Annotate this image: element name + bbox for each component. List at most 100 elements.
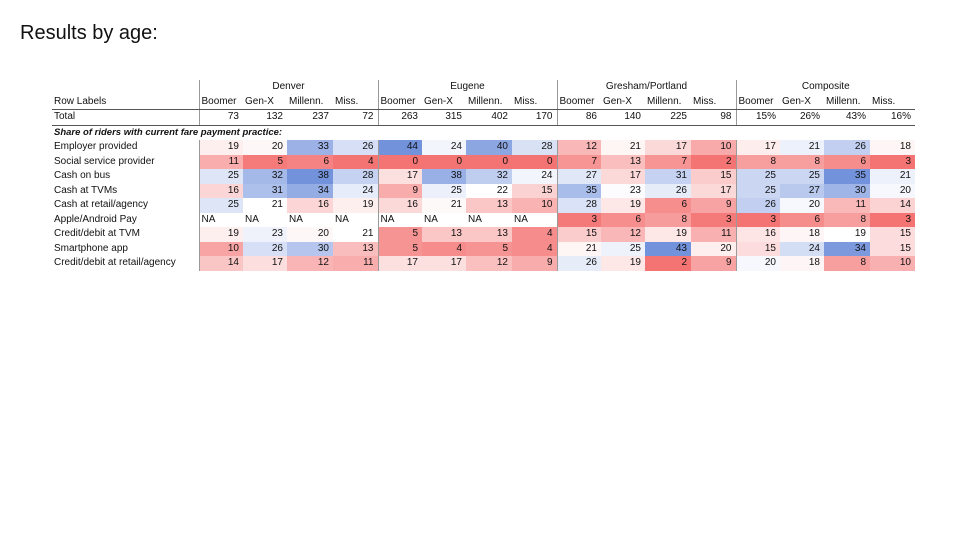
table-cell: 31 <box>645 169 691 184</box>
table-cell: 26 <box>333 140 378 155</box>
table-cell: 2 <box>691 154 736 169</box>
table-cell: 12 <box>466 256 512 271</box>
table-cell: 15 <box>512 183 557 198</box>
table-cell: 3 <box>870 212 915 227</box>
table-cell: 13 <box>333 241 378 256</box>
column-header: Miss. <box>333 94 378 110</box>
column-header: Gen-X <box>422 94 466 110</box>
table-cell: 19 <box>333 198 378 213</box>
table-row: Credit/debit at TVM 19 23 20 21 5 13 13 4 15 12 19 1… <box>52 227 915 242</box>
table-cell: 25 <box>735 169 780 184</box>
table-cell: 26 <box>243 241 287 256</box>
table-cell: 9 <box>691 256 736 271</box>
table-cell: 27 <box>556 169 601 184</box>
table-cell: 3 <box>870 154 915 169</box>
table-cell: 19 <box>645 227 691 242</box>
table-row: Social service provider 11 5 6 4 0 0 0 0 7 13 7 2 8 8 6… <box>52 154 915 169</box>
results-table: Denver Eugene Gresham/Portland Composite Row… <box>52 80 915 271</box>
table-cell: 17 <box>601 169 645 184</box>
column-header: Boomer <box>556 94 601 110</box>
table-cell: 8 <box>645 212 691 227</box>
total-cell: 237 <box>287 109 333 126</box>
table-cell: 20 <box>780 198 824 213</box>
table-cell: 0 <box>377 154 422 169</box>
table-cell: 28 <box>512 140 557 155</box>
total-cell: 98 <box>691 109 736 126</box>
table-cell: 19 <box>601 198 645 213</box>
total-cell: 402 <box>466 109 512 126</box>
table-cell: 16 <box>735 227 780 242</box>
table-cell: 16 <box>287 198 333 213</box>
table-cell: NA <box>466 212 512 227</box>
table-cell: 20 <box>735 256 780 271</box>
table-cell: 17 <box>735 140 780 155</box>
table-cell: 10 <box>512 198 557 213</box>
table-cell: 6 <box>287 154 333 169</box>
table-row: Cash at retail/agency 25 21 16 19 16 21 13 10 28 1… <box>52 198 915 213</box>
group-header: Composite <box>735 80 915 95</box>
table-cell: 24 <box>512 169 557 184</box>
table-cell: 20 <box>870 183 915 198</box>
table-cell: 34 <box>287 183 333 198</box>
row-label: Cash at retail/agency <box>54 199 148 211</box>
total-cell: 73 <box>198 109 243 126</box>
table-cell: 6 <box>824 154 870 169</box>
table-cell: 19 <box>198 140 243 155</box>
table-cell: 22 <box>466 183 512 198</box>
table-cell: 7 <box>556 154 601 169</box>
table-row: Credit/debit at retail/agency 14 17 12 11 17 1… <box>52 256 915 271</box>
table-cell: 25 <box>198 198 243 213</box>
total-cell: 43% <box>824 109 870 126</box>
table-cell: NA <box>243 212 287 227</box>
table-cell: 21 <box>556 241 601 256</box>
table-row: Cash on bus 25 32 38 28 17 38 32 24 27 17 31 15 25 25 3… <box>52 169 915 184</box>
total-row: Total 73 132 237 72 263 315 402 170 86 140 225 98 15%… <box>52 109 915 126</box>
total-label: Total <box>52 109 199 126</box>
table-cell: 15 <box>556 227 601 242</box>
table-cell: 32 <box>243 169 287 184</box>
total-cell: 132 <box>243 109 287 126</box>
table-cell: 23 <box>243 227 287 242</box>
table-cell: 38 <box>422 169 466 184</box>
section-row: Share of riders with current fare paymen… <box>52 125 915 140</box>
table-cell: 8 <box>780 154 824 169</box>
section-label: Share of riders with current fare paymen… <box>54 126 283 138</box>
table-cell: 21 <box>601 140 645 155</box>
table-cell: 12 <box>287 256 333 271</box>
group-header: Denver <box>198 80 378 95</box>
table-cell: 34 <box>824 241 870 256</box>
table-cell: 5 <box>377 241 422 256</box>
table-row: Cash at TVMs 16 31 34 24 9 25 22 15 35 23 26 17 25 27 3… <box>52 183 915 198</box>
table-cell: 3 <box>556 212 601 227</box>
table-cell: 17 <box>422 256 466 271</box>
table-cell: 14 <box>870 198 915 213</box>
table-cell: 24 <box>422 140 466 155</box>
table-cell: 15 <box>735 241 780 256</box>
table-cell: 26 <box>645 183 691 198</box>
table-cell: 19 <box>824 227 870 242</box>
table-cell: 4 <box>512 241 557 256</box>
table-cell: 26 <box>735 198 780 213</box>
table-cell: 20 <box>287 227 333 242</box>
table-cell: 17 <box>691 183 736 198</box>
total-cell: 140 <box>601 109 645 126</box>
table-cell: 25 <box>735 183 780 198</box>
table-cell: 21 <box>870 169 915 184</box>
row-label: Credit/debit at TVM <box>54 228 140 240</box>
table-cell: 21 <box>780 140 824 155</box>
column-header: Boomer <box>377 94 422 110</box>
table-cell: 5 <box>243 154 287 169</box>
row-label: Apple/Android Pay <box>54 213 137 225</box>
table-cell: 9 <box>512 256 557 271</box>
total-cell: 26% <box>780 109 824 126</box>
table-cell: 31 <box>243 183 287 198</box>
table-cell: 17 <box>377 169 422 184</box>
table-cell: 43 <box>645 241 691 256</box>
column-header: Gen-X <box>601 94 645 110</box>
table-cell: 8 <box>824 256 870 271</box>
table-cell: 32 <box>466 169 512 184</box>
table-cell: 25 <box>601 241 645 256</box>
table-cell: NA <box>377 212 422 227</box>
row-label: Credit/debit at retail/agency <box>54 257 176 269</box>
total-cell: 16% <box>870 109 915 126</box>
